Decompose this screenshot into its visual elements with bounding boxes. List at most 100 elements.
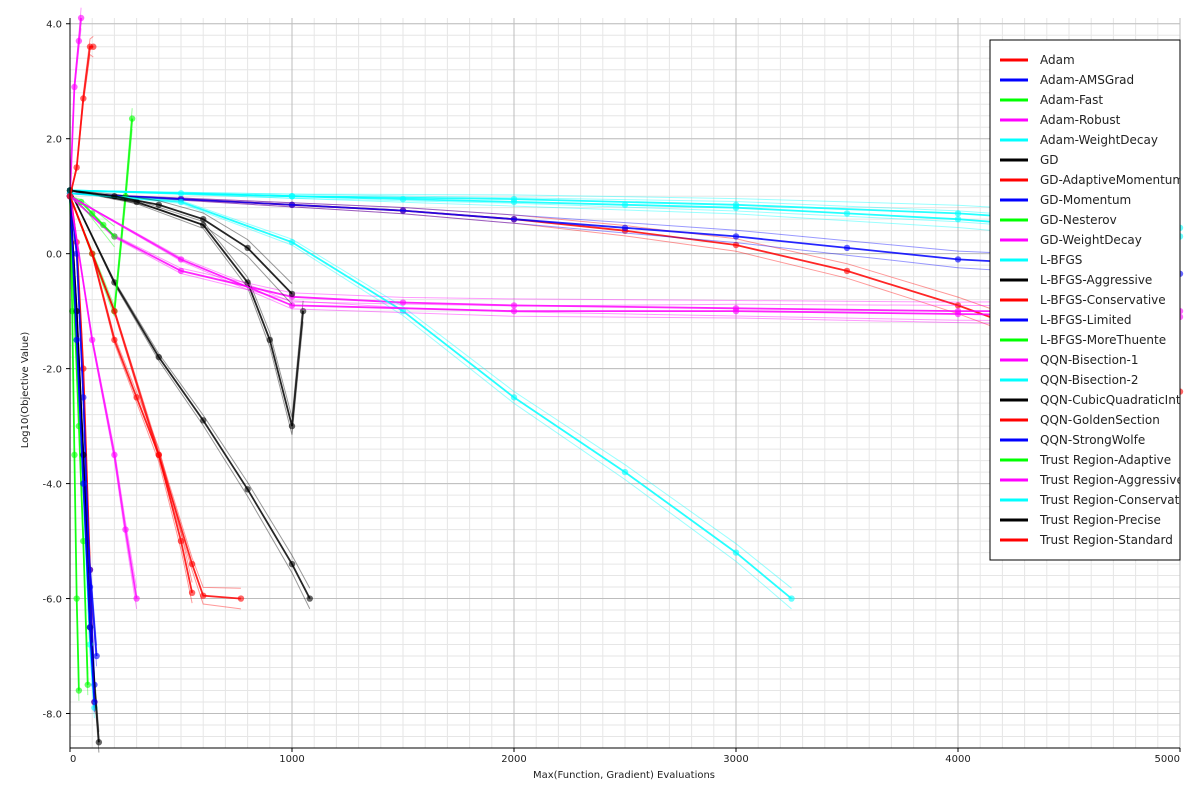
legend-item: Trust Region-Aggressive: [1000, 473, 1180, 487]
legend-item: QQN-CubicQuadraticInterpolation: [1000, 393, 1200, 407]
data-point: [244, 244, 251, 252]
data-point: [95, 739, 103, 746]
legend-item: Trust Region-Precise: [1000, 513, 1161, 527]
data-point: [843, 267, 851, 275]
series-run-line: [69, 189, 293, 284]
data-point: [510, 394, 518, 401]
data-point: [111, 233, 118, 240]
legend-label: GD: [1040, 153, 1059, 167]
series-layer: [66, 7, 1184, 753]
data-point: [399, 299, 407, 306]
data-point: [200, 215, 207, 223]
legend-label: Adam-AMSGrad: [1040, 73, 1134, 87]
data-point: [80, 480, 87, 487]
data-point: [288, 201, 296, 209]
data-point: [80, 95, 87, 102]
legend-item: L-BFGS-Conservative: [1000, 293, 1166, 307]
legend-label: GD-AdaptiveMomentum: [1040, 173, 1184, 187]
data-point: [89, 336, 96, 344]
y-tick-label: -2.0: [42, 365, 62, 376]
series-run-line: [69, 195, 1181, 303]
legend-item: L-BFGS-Aggressive: [1000, 273, 1152, 287]
x-tick-label: 3000: [723, 754, 748, 765]
data-point: [621, 468, 629, 476]
legend-label: GD-Momentum: [1040, 193, 1131, 207]
data-point: [621, 201, 629, 209]
data-point: [86, 624, 94, 631]
data-point: [100, 221, 107, 229]
data-point: [306, 595, 313, 602]
data-point: [133, 595, 140, 602]
series-line: [69, 192, 793, 600]
data-point: [732, 241, 740, 249]
data-point: [200, 592, 207, 599]
series-run-line: [69, 195, 115, 248]
data-point: [177, 198, 185, 206]
data-point: [266, 336, 273, 344]
legend-item: GD: [1000, 153, 1059, 167]
legend: Adam Adam-AMSGrad Adam-Fast Adam-Robust Adam…: [989, 39, 1200, 561]
data-point: [244, 279, 251, 286]
legend-item: Trust Region-Standard: [1000, 533, 1173, 547]
series-trust-region-precise: [66, 187, 296, 305]
data-point: [177, 256, 185, 263]
legend-label: L-BFGS-Limited: [1040, 313, 1132, 327]
data-point: [954, 302, 962, 309]
data-point: [188, 589, 196, 597]
data-point: [399, 307, 407, 315]
legend-item: GD-Nesterov: [1000, 213, 1117, 227]
series-qqn-goldensection: [66, 192, 245, 610]
data-point: [200, 417, 207, 424]
data-point: [71, 83, 78, 91]
legend-label: Adam-WeightDecay: [1040, 133, 1158, 147]
data-point: [77, 14, 85, 22]
data-point: [111, 451, 118, 459]
data-point: [90, 43, 97, 50]
data-point: [843, 210, 851, 217]
y-tick-label: 4.0: [46, 20, 62, 31]
legend-item: Adam-Fast: [1000, 93, 1103, 107]
data-point: [788, 595, 795, 602]
series-trust-region-standard: [66, 36, 97, 200]
data-point: [111, 307, 118, 315]
legend-label: Adam-Robust: [1040, 113, 1121, 127]
axes: 0 1000 2000 3000 4000 5000 -8.0 -6.0 -4.0 -2.0 0.0…: [42, 18, 1181, 765]
x-tick-label: 4000: [945, 754, 970, 765]
legend-label: Trust Region-Conservative: [1039, 493, 1197, 507]
series-run-line: [69, 190, 311, 589]
legend-item: Trust Region-Adaptive: [1000, 453, 1171, 467]
data-point: [510, 302, 518, 309]
data-point: [237, 595, 245, 602]
data-point: [188, 560, 196, 568]
data-point: [75, 687, 83, 694]
series-adam-robust: [66, 7, 85, 200]
series-qqn-bisection-2: [66, 190, 795, 610]
data-point: [73, 595, 80, 602]
x-tick-label: 5000: [1155, 754, 1180, 765]
legend-label: L-BFGS-Conservative: [1040, 293, 1166, 307]
data-point: [122, 526, 129, 533]
data-point: [93, 652, 100, 660]
legend-label: Adam: [1040, 53, 1075, 67]
data-point: [80, 394, 87, 401]
data-point: [288, 290, 296, 298]
legend-item: QQN-StrongWolfe: [1000, 433, 1145, 447]
legend-item: GD-WeightDecay: [1000, 233, 1142, 247]
legend-item: L-BFGS-MoreThuente: [1000, 333, 1166, 347]
data-point: [111, 192, 118, 200]
legend-item: QQN-Bisection-1: [1000, 353, 1139, 367]
data-point: [111, 279, 118, 286]
series-adam-fast: [66, 192, 83, 701]
legend-label: L-BFGS-MoreThuente: [1040, 333, 1166, 347]
series-line: [69, 189, 293, 295]
legend-label: Adam-Fast: [1040, 93, 1103, 107]
legend-label: GD-WeightDecay: [1040, 233, 1142, 247]
legend-item: L-BFGS: [1000, 253, 1082, 267]
series-line: [69, 17, 82, 197]
legend-label: QQN-CubicQuadraticInterpolation: [1040, 393, 1200, 407]
legend-label: QQN-GoldenSection: [1040, 413, 1160, 427]
y-tick-label: -6.0: [42, 595, 62, 606]
y-tick-label: 2.0: [46, 135, 62, 146]
